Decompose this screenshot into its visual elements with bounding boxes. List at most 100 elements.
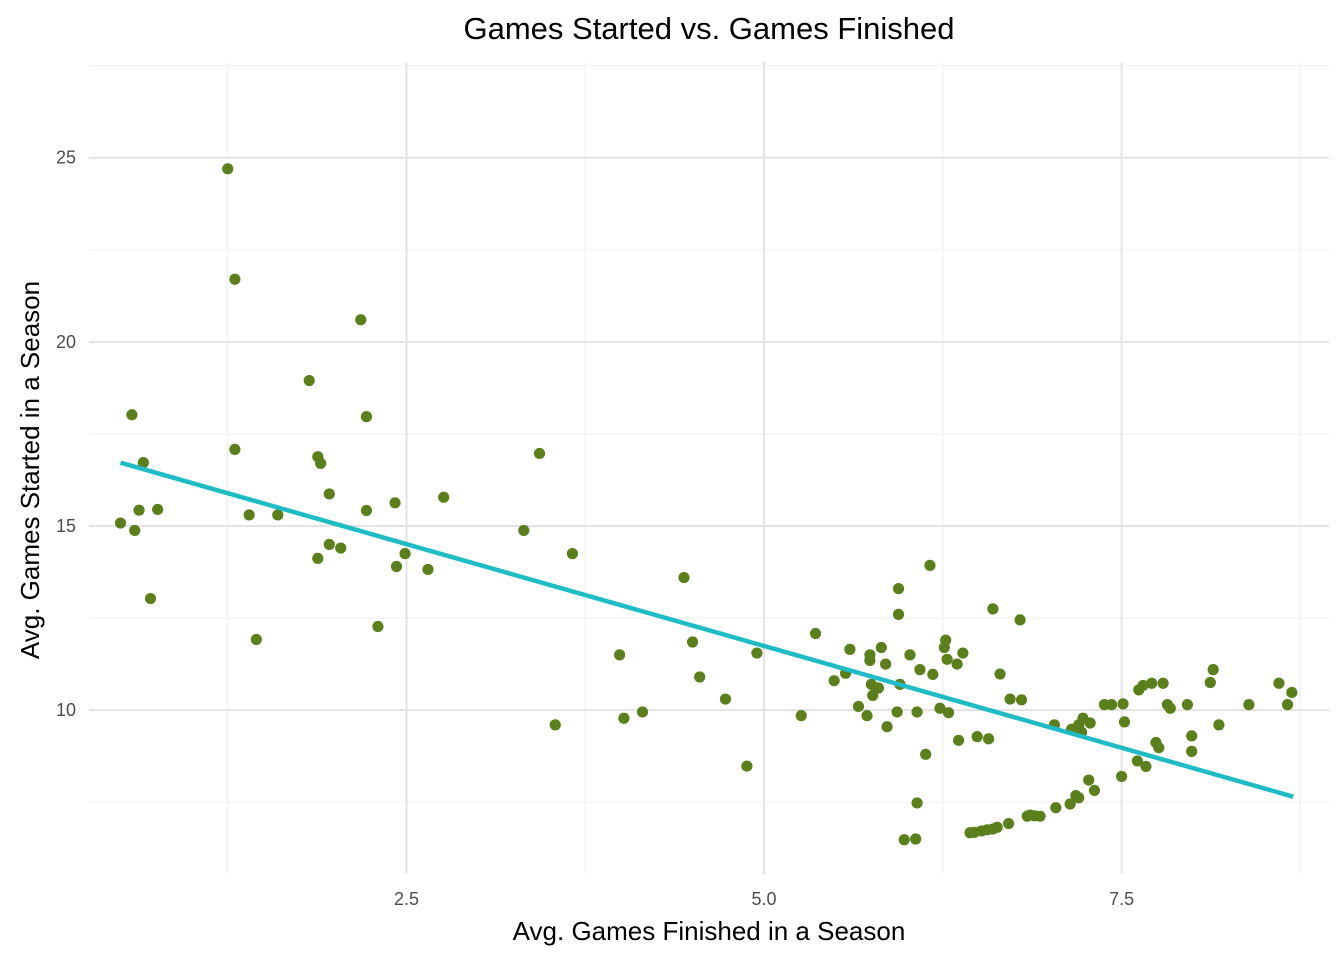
scatter-point — [1207, 664, 1219, 676]
scatter-point — [1137, 679, 1149, 692]
scatter-point — [323, 538, 335, 551]
scatter-point — [1117, 698, 1129, 710]
scatter-point — [1004, 693, 1016, 705]
scatter-point — [303, 374, 315, 387]
scatter-point — [891, 706, 903, 718]
y-tick-label: 15 — [56, 516, 76, 536]
scatter-point — [971, 731, 983, 743]
scatter-point — [250, 633, 262, 646]
scatter-point — [399, 548, 411, 560]
scatter-point — [852, 700, 865, 713]
scatter-point — [910, 833, 922, 845]
scatter-point — [861, 710, 873, 722]
scatter-point — [114, 517, 127, 529]
scatter-point — [1186, 745, 1198, 757]
x-tick-label: 7.5 — [1109, 889, 1134, 909]
scatter-point — [618, 712, 630, 724]
scatter-point — [614, 649, 626, 661]
scatter-point — [1140, 760, 1152, 773]
scatter-point — [1153, 742, 1165, 754]
scatter-point — [1204, 676, 1216, 689]
scatter-point — [957, 647, 969, 659]
scatter-point — [1106, 699, 1118, 711]
scatter-point — [1050, 802, 1062, 814]
scatter-point — [1131, 755, 1143, 767]
scatter-point — [904, 649, 916, 661]
x-tick-label: 5.0 — [752, 889, 777, 909]
scatter-point — [881, 721, 893, 733]
chart-title: Games Started vs. Games Finished — [463, 11, 954, 46]
scatter-point — [898, 834, 910, 846]
scatter-point — [422, 563, 434, 576]
scatter-point — [951, 658, 963, 670]
scatter-point — [1088, 784, 1101, 797]
scatter-point — [719, 693, 732, 705]
y-tick-label: 25 — [56, 148, 76, 168]
scatter-point — [1181, 699, 1194, 711]
trend-line-layer — [119, 460, 1294, 799]
scatter-point — [126, 409, 138, 421]
scatter-points — [114, 163, 1298, 846]
scatter-point — [389, 497, 401, 509]
scatter-point — [566, 548, 579, 560]
scatter-point — [533, 447, 546, 460]
scatter-point — [875, 641, 887, 654]
scatter-point — [880, 658, 892, 670]
scatter-point — [686, 636, 699, 648]
scatter-point — [335, 542, 347, 554]
y-tick-label: 20 — [56, 332, 76, 352]
scatter-point — [1243, 699, 1255, 711]
scatter-point — [355, 314, 367, 326]
scatter-point — [987, 603, 999, 615]
scatter-point — [1116, 770, 1128, 783]
scatter-point — [911, 797, 923, 809]
scatter-point — [795, 710, 807, 722]
scatter-point — [1003, 817, 1015, 830]
scatter-point — [1146, 677, 1158, 689]
x-tick-label: 2.5 — [394, 889, 419, 909]
scatter-point — [741, 760, 753, 772]
scatter-point — [229, 273, 241, 285]
scatter-point — [315, 457, 327, 469]
y-tick-label: 10 — [56, 700, 76, 720]
scatter-point — [751, 647, 763, 659]
scatter-point — [1064, 798, 1076, 810]
scatter-point — [1014, 614, 1026, 626]
scatter-point — [952, 734, 965, 746]
y-axis-title: Avg. Games Started in a Season — [15, 281, 45, 659]
scatter-point — [1164, 702, 1176, 714]
scatter-point — [940, 634, 952, 646]
scatter-point — [1281, 699, 1294, 711]
scatter-point — [144, 592, 157, 605]
scatter-point — [129, 524, 141, 537]
scatter-point — [1157, 677, 1169, 689]
scatter-point — [272, 509, 284, 521]
scatter-point — [1286, 686, 1298, 699]
scatter-point — [360, 411, 373, 423]
scatter-point — [920, 748, 932, 760]
scatter-point — [844, 643, 856, 655]
scatter-point — [872, 682, 885, 694]
scatter-point — [1083, 774, 1095, 786]
scatter-point — [694, 671, 706, 683]
scatter-point — [229, 443, 241, 456]
scatter-point — [152, 503, 164, 516]
scatter-point — [892, 583, 905, 595]
y-axis-ticks: 10 15 20 25 — [56, 148, 76, 720]
grid-lines — [89, 62, 1329, 874]
scatter-point — [1021, 810, 1033, 822]
scatter-point — [133, 504, 145, 516]
scatter-point — [914, 664, 926, 676]
scatter-point — [137, 457, 149, 469]
x-axis-ticks: 2.5 5.0 7.5 — [394, 889, 1134, 909]
scatter-point — [438, 491, 450, 503]
scatter-point — [941, 653, 953, 665]
x-axis-title: Avg. Games Finished in a Season — [513, 916, 906, 946]
scatter-point — [1213, 719, 1225, 731]
scatter-point — [1084, 717, 1096, 729]
scatter-point — [1070, 789, 1082, 802]
scatter-point — [312, 552, 324, 565]
trend-line — [119, 460, 1294, 799]
scatter-point — [924, 559, 936, 572]
